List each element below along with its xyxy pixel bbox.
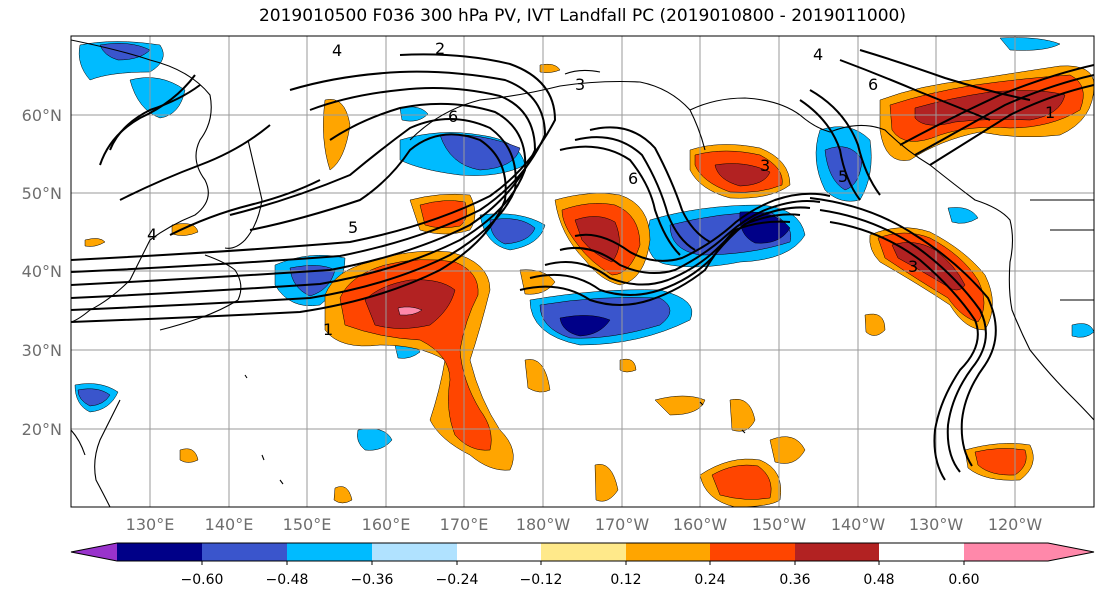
contour-label: 6 xyxy=(868,75,878,94)
lon-label: 130°E xyxy=(126,515,175,534)
contour-label: 3 xyxy=(908,257,918,276)
lat-label: 50°N xyxy=(22,184,62,203)
contour-label: 6 xyxy=(628,169,638,188)
lon-label: 140°W xyxy=(831,515,886,534)
lon-label: 170°E xyxy=(440,515,489,534)
positive-anomaly-areas xyxy=(84,63,1094,507)
colorbar-extend-left xyxy=(71,543,117,561)
colorbar-segment xyxy=(372,543,457,561)
lon-label: 180°W xyxy=(516,515,571,534)
lon-label: 150°W xyxy=(752,515,807,534)
lon-label: 160°W xyxy=(673,515,728,534)
lon-label: 160°E xyxy=(362,515,411,534)
colorbar-extend-right xyxy=(964,543,1094,561)
colorbar-tick-label: 0.12 xyxy=(610,572,641,588)
lat-label: 40°N xyxy=(22,262,62,281)
colorbar-segment xyxy=(710,543,795,561)
colorbar-segment xyxy=(287,543,372,561)
colorbar-segment xyxy=(541,543,626,561)
pv-contour-lines xyxy=(71,49,1094,481)
colorbar-tick-label: 0.60 xyxy=(948,572,979,588)
contour-label: 3 xyxy=(760,156,770,175)
lat-label: 60°N xyxy=(22,106,62,125)
contour-label: 5 xyxy=(838,167,848,186)
map-frame xyxy=(70,35,1095,508)
contour-label: 4 xyxy=(813,45,823,64)
contour-label: 5 xyxy=(348,218,358,237)
colorbar-segment xyxy=(202,543,287,561)
lon-label: 150°E xyxy=(283,515,332,534)
lat-label: 20°N xyxy=(22,420,62,439)
colorbar-tick-label: −0.60 xyxy=(181,572,224,588)
map-panel xyxy=(71,36,1094,507)
colorbar-segment xyxy=(117,543,202,561)
latitude-axis: 60°N 50°N 40°N 30°N 20°N xyxy=(22,106,62,439)
colorbar-segment xyxy=(626,543,710,561)
contour-label: 1 xyxy=(323,320,333,339)
map-title: 2019010500 F036 300 hPa PV, IVT Landfall… xyxy=(258,6,906,26)
lon-label: 170°W xyxy=(595,515,650,534)
contour-label: 6 xyxy=(448,107,458,126)
longitude-axis: 130°E 140°E 150°E 160°E 170°E 180°W 170°… xyxy=(126,515,1043,534)
contour-label: 3 xyxy=(575,75,585,94)
lon-label: 140°E xyxy=(205,515,254,534)
colorbar-segment xyxy=(795,543,879,561)
colorbar: −0.60 −0.48 −0.36 −0.24 −0.12 0.12 0.24 … xyxy=(70,542,1095,588)
contour-label: 4 xyxy=(147,225,157,244)
colorbar-tick-label: 0.48 xyxy=(863,572,894,588)
contour-label: 4 xyxy=(332,41,342,60)
lat-label: 30°N xyxy=(22,341,62,360)
colorbar-tick-label: −0.12 xyxy=(520,572,563,588)
colorbar-tick-label: −0.48 xyxy=(266,572,309,588)
contour-labels: 4 2 3 6 6 3 5 6 5 4 3 4 1 1 xyxy=(147,39,1055,339)
contour-label: 2 xyxy=(435,39,445,58)
colorbar-segment xyxy=(457,543,541,561)
contour-label: 1 xyxy=(1045,103,1055,122)
coastlines xyxy=(71,39,1094,507)
colorbar-tick-label: 0.36 xyxy=(779,572,810,588)
lon-label: 130°W xyxy=(909,515,964,534)
colorbar-tick-label: −0.36 xyxy=(351,572,394,588)
lon-label: 120°W xyxy=(988,515,1043,534)
colorbar-tick-label: −0.24 xyxy=(436,572,479,588)
colorbar-tick-label: 0.24 xyxy=(694,572,725,588)
